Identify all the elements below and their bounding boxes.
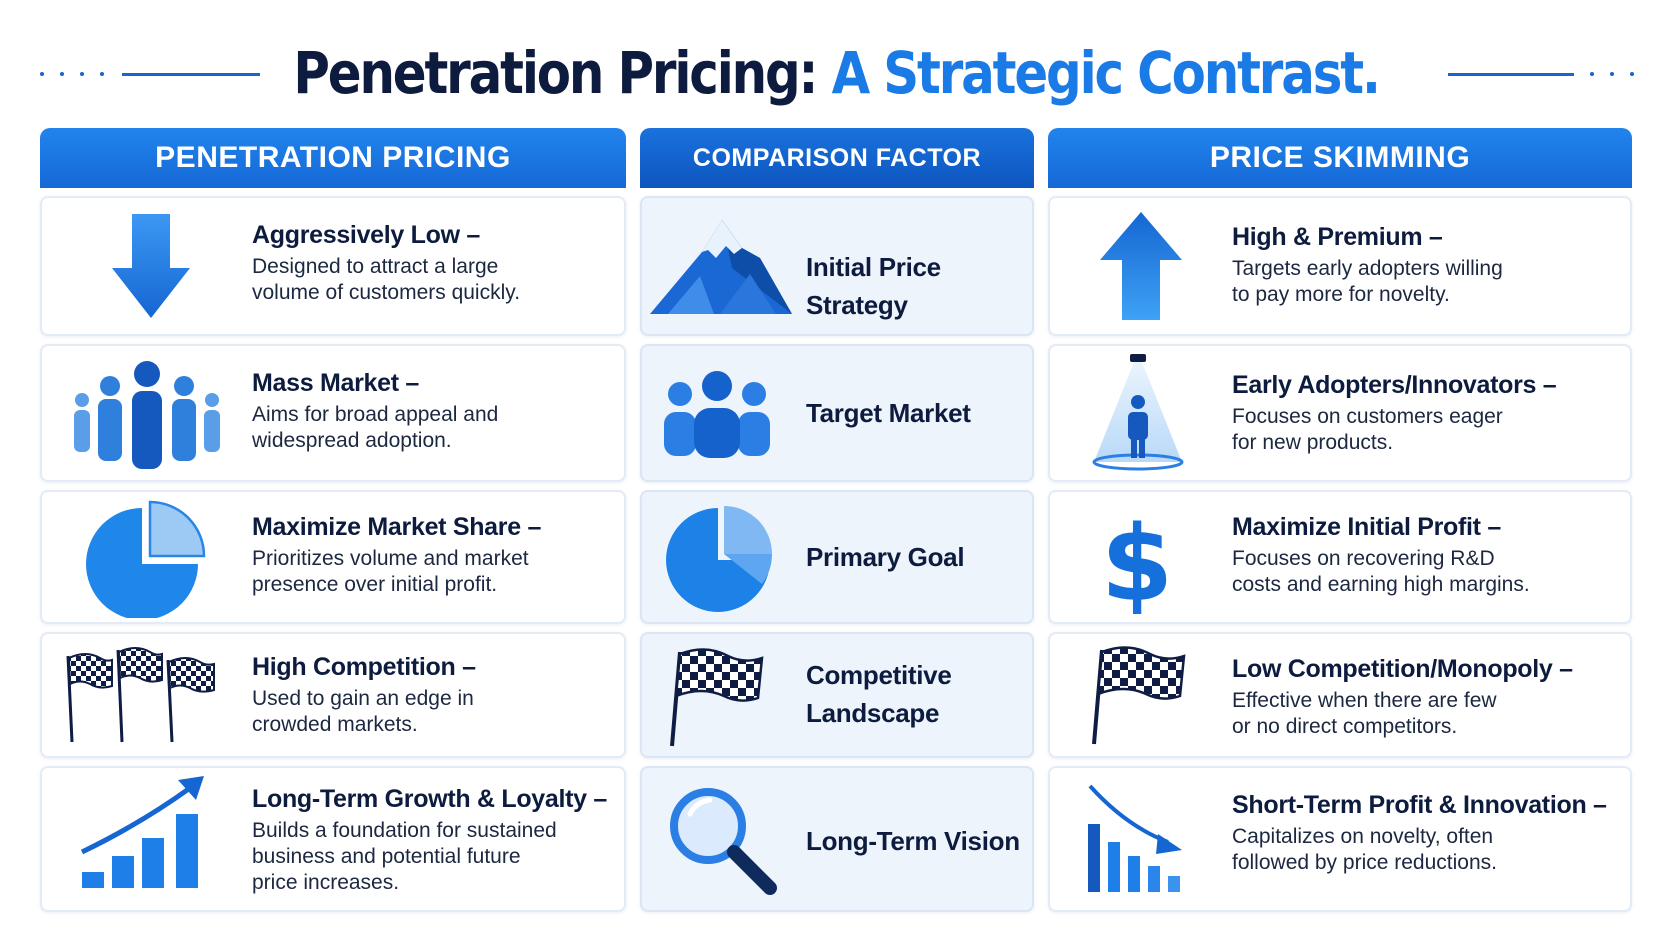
growth-chart-icon xyxy=(80,776,204,888)
skimming-desc-price: Targets early adopters willing to pay mo… xyxy=(1232,257,1503,306)
skimming-lead-goal: Maximize Initial Profit – xyxy=(1232,513,1501,541)
penetration-header: PENETRATION PRICING xyxy=(40,128,626,188)
skimming-card-price: High & Premium – Targets early adopters … xyxy=(1048,196,1632,336)
penetration-card-goal: Maximize Market Share – Prioritizes volu… xyxy=(40,490,626,624)
title-row: Penetration Pricing: A Strategic Contras… xyxy=(0,30,1672,116)
penetration-card-vision: Long-Term Growth & Loyalty – Builds a fo… xyxy=(40,766,626,912)
factor-goal: Primary Goal xyxy=(806,542,965,572)
penetration-card-competition: High Competition – Used to gain an edge … xyxy=(40,632,626,758)
penetration-lead-vision: Long-Term Growth & Loyalty – xyxy=(252,785,608,813)
factor-card-goal: Primary Goal xyxy=(640,490,1034,624)
checkered-flag-icon xyxy=(670,648,764,747)
penetration-lead-price: Aggressively Low – xyxy=(252,221,481,249)
factor-card-price: Initial Price Strategy xyxy=(640,196,1034,336)
factor-card-market: Target Market xyxy=(640,344,1034,482)
skimming-column: PRICE SKIMMING High & Premium – Targets … xyxy=(1048,128,1632,912)
pie-chart-icon xyxy=(666,506,772,612)
skimming-card-market: Early Adopters/Innovators – Focuses on c… xyxy=(1048,344,1632,482)
skimming-lead-price: High & Premium – xyxy=(1232,223,1443,251)
factor-card-competition: Competitive Landscape xyxy=(640,632,1034,758)
skimming-header: PRICE SKIMMING xyxy=(1048,128,1632,188)
factor-market: Target Market xyxy=(806,398,971,428)
skimming-lead-vision: Short-Term Profit & Innovation – xyxy=(1232,791,1607,819)
mountain-icon xyxy=(650,220,792,314)
penetration-lead-competition: High Competition – xyxy=(252,653,476,681)
pie-chart-icon xyxy=(86,500,206,618)
skimming-card-goal: $ Maximize Initial Profit – Focuses on r… xyxy=(1048,490,1632,624)
skimming-card-vision: Short-Term Profit & Innovation – Capital… xyxy=(1048,766,1632,912)
factor-vision: Long-Term Vision xyxy=(806,826,1020,856)
penetration-desc-price: Designed to attract a large volume of cu… xyxy=(252,255,521,304)
spotlight-person-icon xyxy=(1092,354,1184,471)
page-title: Penetration Pricing: A Strategic Contras… xyxy=(293,39,1381,107)
magnifier-icon xyxy=(670,788,777,895)
penetration-column: PENETRATION PRICING Aggressively Low – D… xyxy=(40,128,626,912)
factor-card-vision: Long-Term Vision xyxy=(640,766,1034,912)
dollar-icon: $ xyxy=(1102,503,1172,614)
penetration-desc-market: Aims for broad appeal and widespread ado… xyxy=(252,403,499,452)
up-arrow-icon xyxy=(1100,212,1182,320)
penetration-desc-goal: Prioritizes volume and market presence o… xyxy=(252,547,529,596)
penetration-card-market: Mass Market – Aims for broad appeal and … xyxy=(40,344,626,482)
decline-chart-icon xyxy=(1088,784,1182,892)
crowd-icon xyxy=(74,361,220,469)
penetration-lead-market: Mass Market – xyxy=(252,369,420,397)
skimming-lead-competition: Low Competition/Monopoly – xyxy=(1232,655,1573,683)
skimming-card-competition: Low Competition/Monopoly – Effective whe… xyxy=(1048,632,1632,758)
penetration-desc-vision: Builds a foundation for sustained busine… xyxy=(252,819,557,894)
three-flags-icon xyxy=(66,647,215,743)
down-arrow-icon xyxy=(112,214,190,318)
factor-header: COMPARISON FACTOR xyxy=(640,128,1034,188)
skimming-lead-market: Early Adopters/Innovators – xyxy=(1232,371,1557,399)
skimming-desc-competition: Effective when there are few or no direc… xyxy=(1232,689,1497,738)
factor-column: COMPARISON FACTOR Initial Price Strategy… xyxy=(640,128,1034,912)
penetration-card-price: Aggressively Low – Designed to attract a… xyxy=(40,196,626,336)
title-main: Penetration Pricing: xyxy=(293,39,818,107)
penetration-desc-competition: Used to gain an edge in crowded markets. xyxy=(252,687,474,736)
title-decoration-left xyxy=(40,72,260,76)
penetration-lead-goal: Maximize Market Share – xyxy=(252,513,542,541)
skimming-desc-vision: Capitalizes on novelty, often followed b… xyxy=(1232,825,1497,874)
group-icon xyxy=(664,371,770,458)
svg-text:$: $ xyxy=(1102,503,1172,614)
factor-price: Initial Price Strategy xyxy=(806,252,941,320)
skimming-desc-market: Focuses on customers eager for new produ… xyxy=(1232,405,1503,454)
title-decoration-right xyxy=(1448,72,1638,76)
skimming-desc-goal: Focuses on recovering R&D costs and earn… xyxy=(1232,547,1530,596)
checkered-flag-icon xyxy=(1092,646,1186,745)
factor-competition: Competitive Landscape xyxy=(806,660,952,728)
title-accent: A Strategic Contrast. xyxy=(831,39,1380,107)
